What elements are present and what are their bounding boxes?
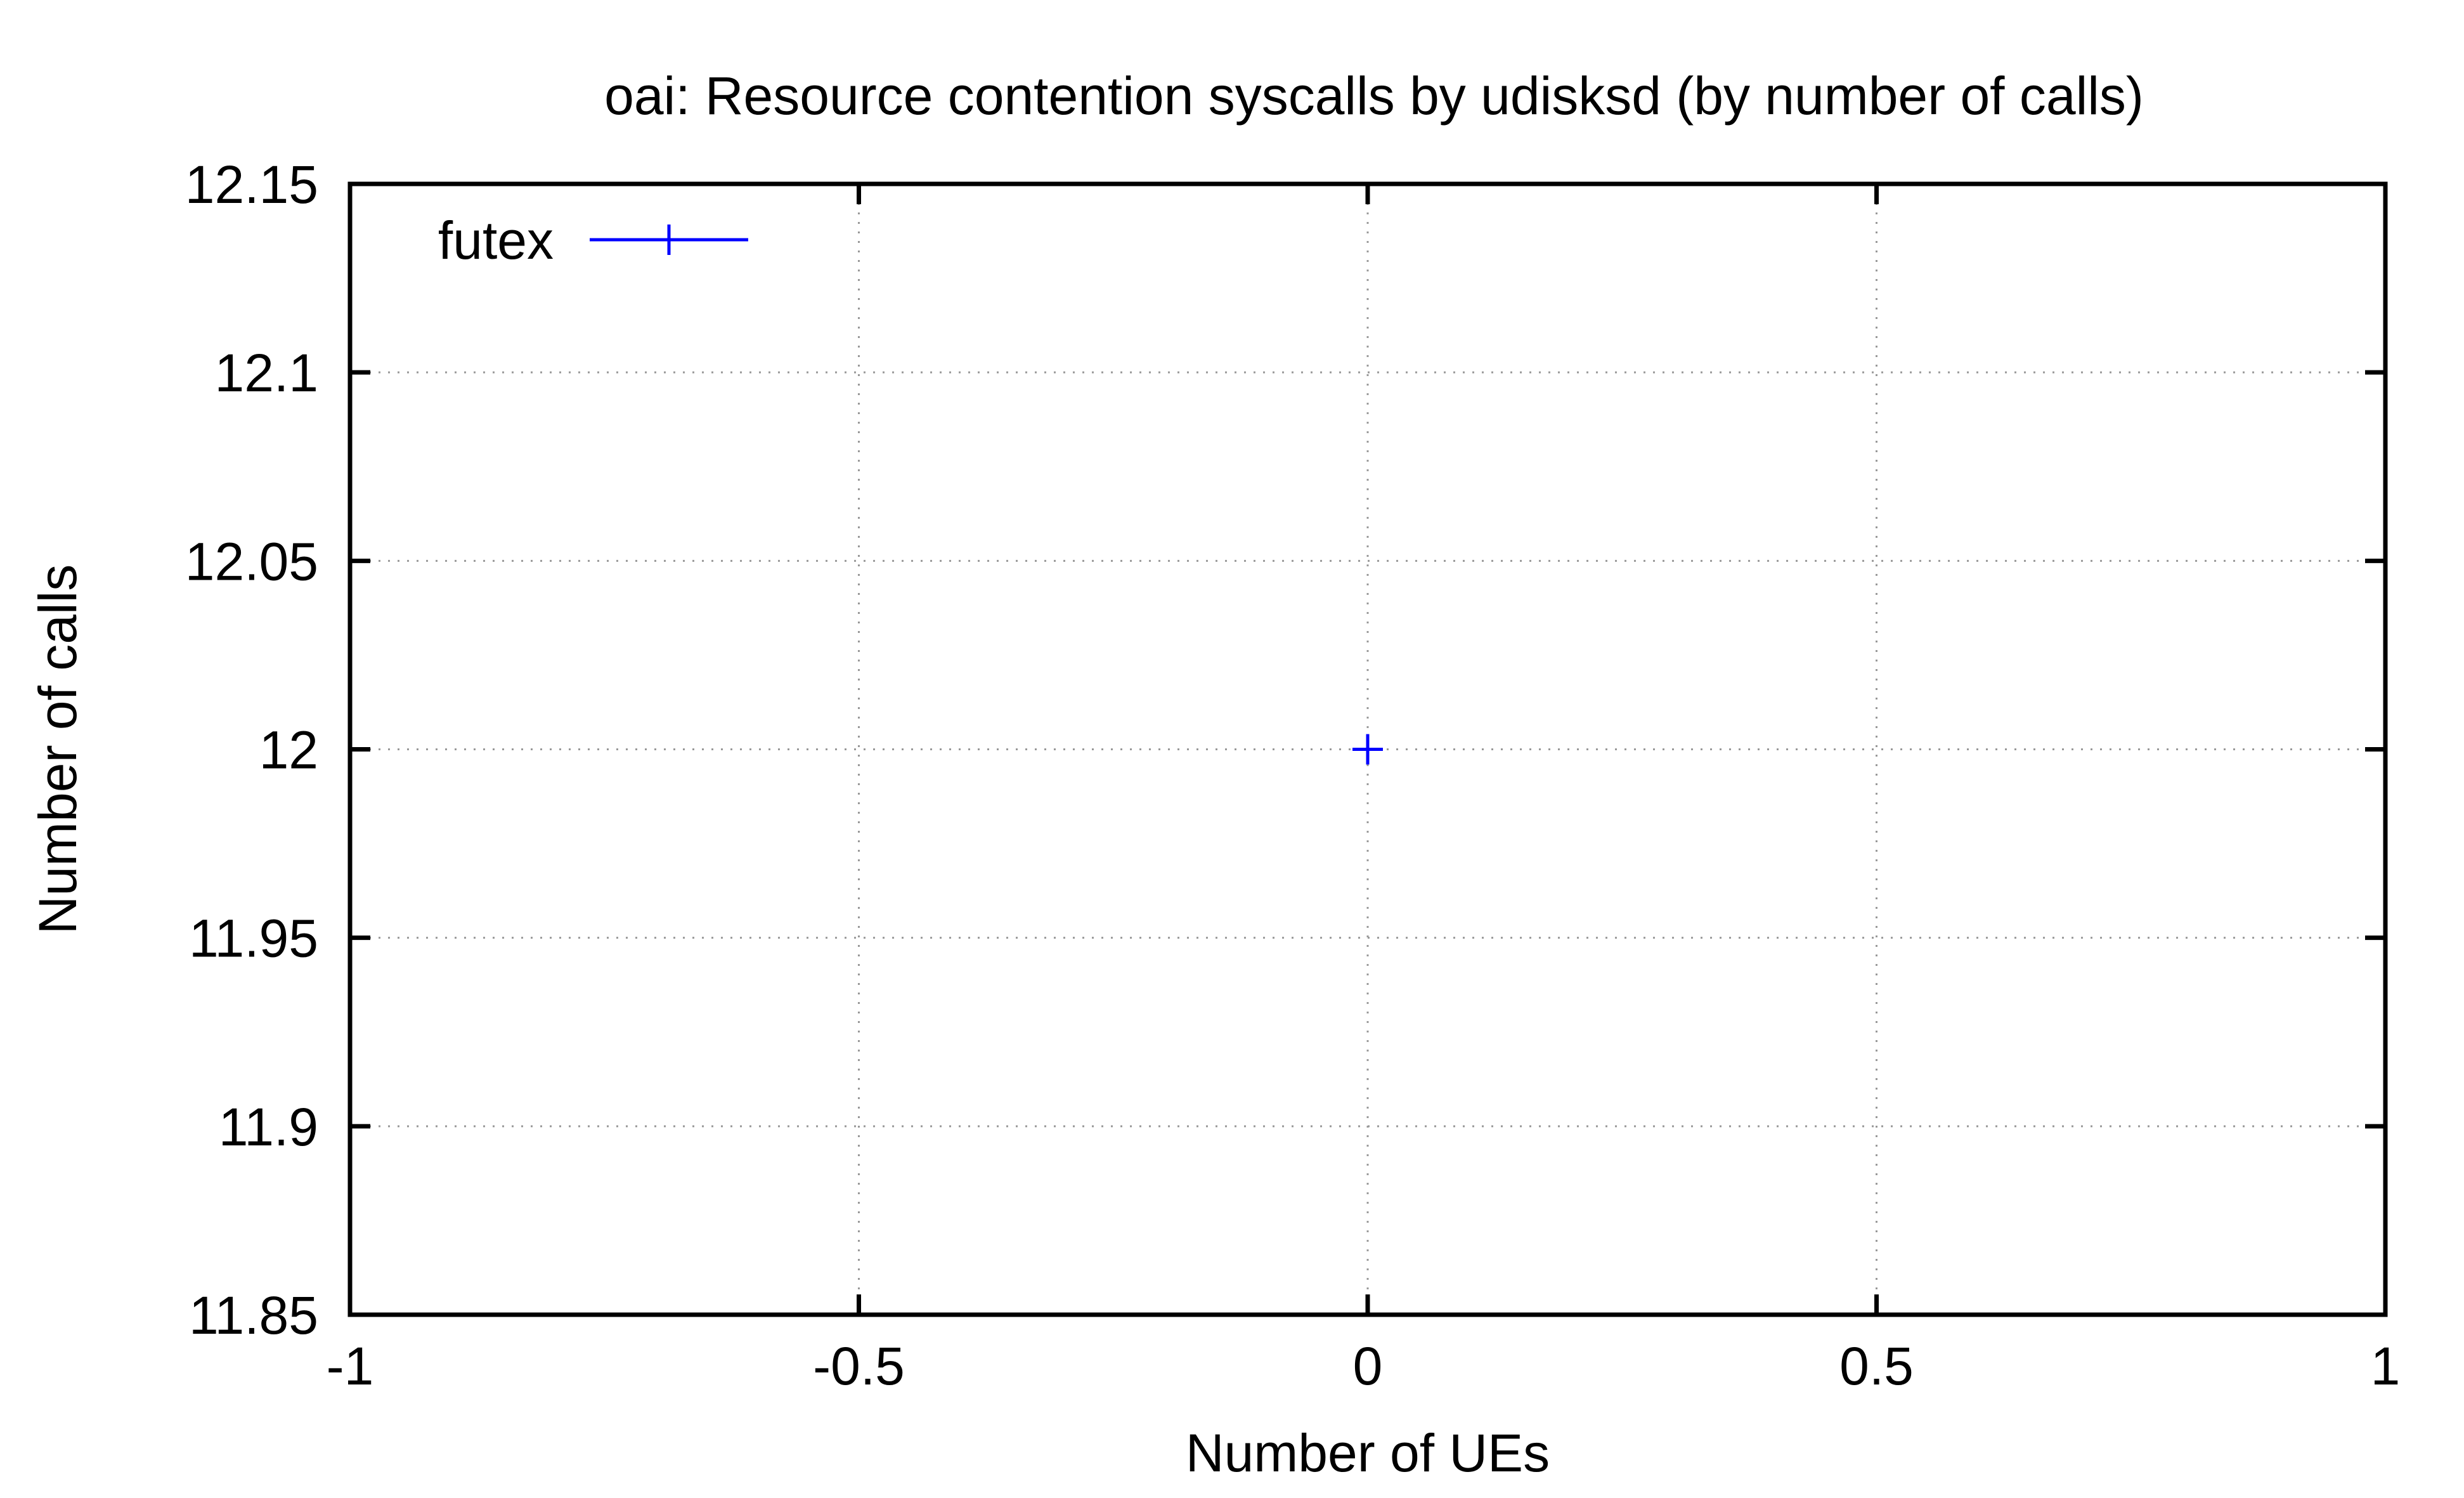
- plot-frame: [347, 181, 2388, 1317]
- data-point-futex: [1352, 734, 1383, 765]
- x-tick-label: -1: [327, 1336, 374, 1396]
- legend-plus-icon: [654, 225, 684, 255]
- chart-title: oai: Resource contention syscalls by udi…: [604, 66, 2144, 126]
- data-points: [1352, 734, 1383, 765]
- y-tick-label: 12.15: [185, 155, 318, 214]
- y-tick-label: 11.9: [219, 1097, 318, 1157]
- x-tick-labels: -1 -0.5 0 0.5 1: [327, 1336, 2401, 1396]
- x-tick-label: 1: [2371, 1336, 2401, 1396]
- y-tick-label: 11.95: [189, 909, 318, 968]
- y-tick-label: 12: [259, 720, 318, 780]
- y-tick-label: 12.05: [185, 531, 318, 591]
- x-tick-label: 0: [1353, 1336, 1383, 1396]
- y-tick-label: 11.85: [189, 1286, 318, 1345]
- x-tick-label: -0.5: [813, 1336, 905, 1396]
- y-tick-labels: 11.85 11.9 11.95 12 12.05 12.1 12.15: [185, 155, 318, 1345]
- x-axis-label: Number of UEs: [1186, 1423, 1550, 1483]
- y-axis-label: Number of calls: [28, 564, 88, 935]
- legend-marker-futex: [654, 225, 684, 255]
- x-tick-label: 0.5: [1839, 1336, 1914, 1396]
- legend-label-futex: futex: [438, 211, 554, 270]
- legend: futex: [438, 211, 748, 270]
- y-tick-label: 12.1: [215, 343, 319, 403]
